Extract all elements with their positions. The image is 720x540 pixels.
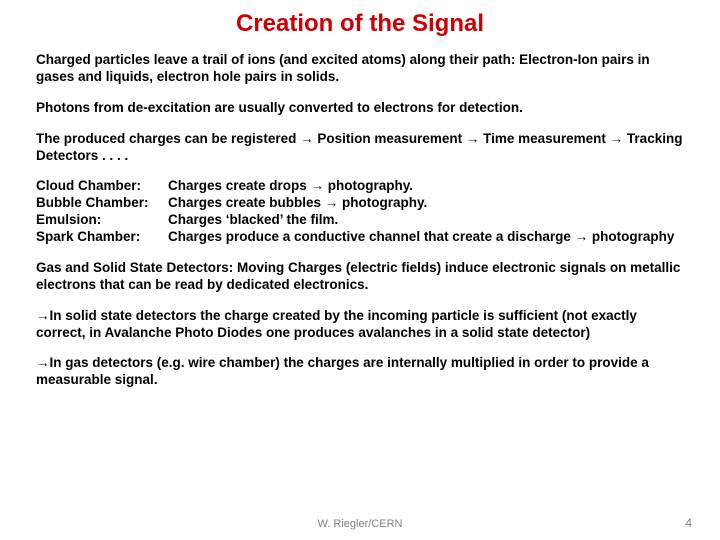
slide-title: Creation of the Signal — [36, 10, 684, 38]
detector-table: Cloud Chamber: Bubble Chamber: Emulsion:… — [36, 178, 684, 246]
detector-desc-col: Charges create drops → photography. Char… — [168, 178, 684, 246]
detector-desc: Charges produce a conductive channel tha… — [168, 229, 684, 246]
detector-label: Bubble Chamber: — [36, 195, 168, 212]
paragraph-3: The produced charges can be registered →… — [36, 131, 684, 165]
footer-author: W. Riegler/CERN — [0, 518, 720, 530]
paragraph-5: →In solid state detectors the charge cre… — [36, 308, 684, 342]
detector-desc: Charges create bubbles → photography. — [168, 195, 684, 212]
detector-labels-col: Cloud Chamber: Bubble Chamber: Emulsion:… — [36, 178, 168, 246]
paragraph-4: Gas and Solid State Detectors: Moving Ch… — [36, 260, 684, 294]
detector-label: Spark Chamber: — [36, 229, 168, 246]
detector-desc: Charges create drops → photography. — [168, 178, 684, 195]
paragraph-2: Photons from de-excitation are usually c… — [36, 100, 684, 117]
detector-label: Cloud Chamber: — [36, 178, 168, 195]
paragraph-6: →In gas detectors (e.g. wire chamber) th… — [36, 355, 684, 389]
detector-desc: Charges ‘blacked’ the film. — [168, 212, 684, 229]
page-number: 4 — [685, 516, 692, 530]
paragraph-1: Charged particles leave a trail of ions … — [36, 52, 684, 86]
detector-label: Emulsion: — [36, 212, 168, 229]
